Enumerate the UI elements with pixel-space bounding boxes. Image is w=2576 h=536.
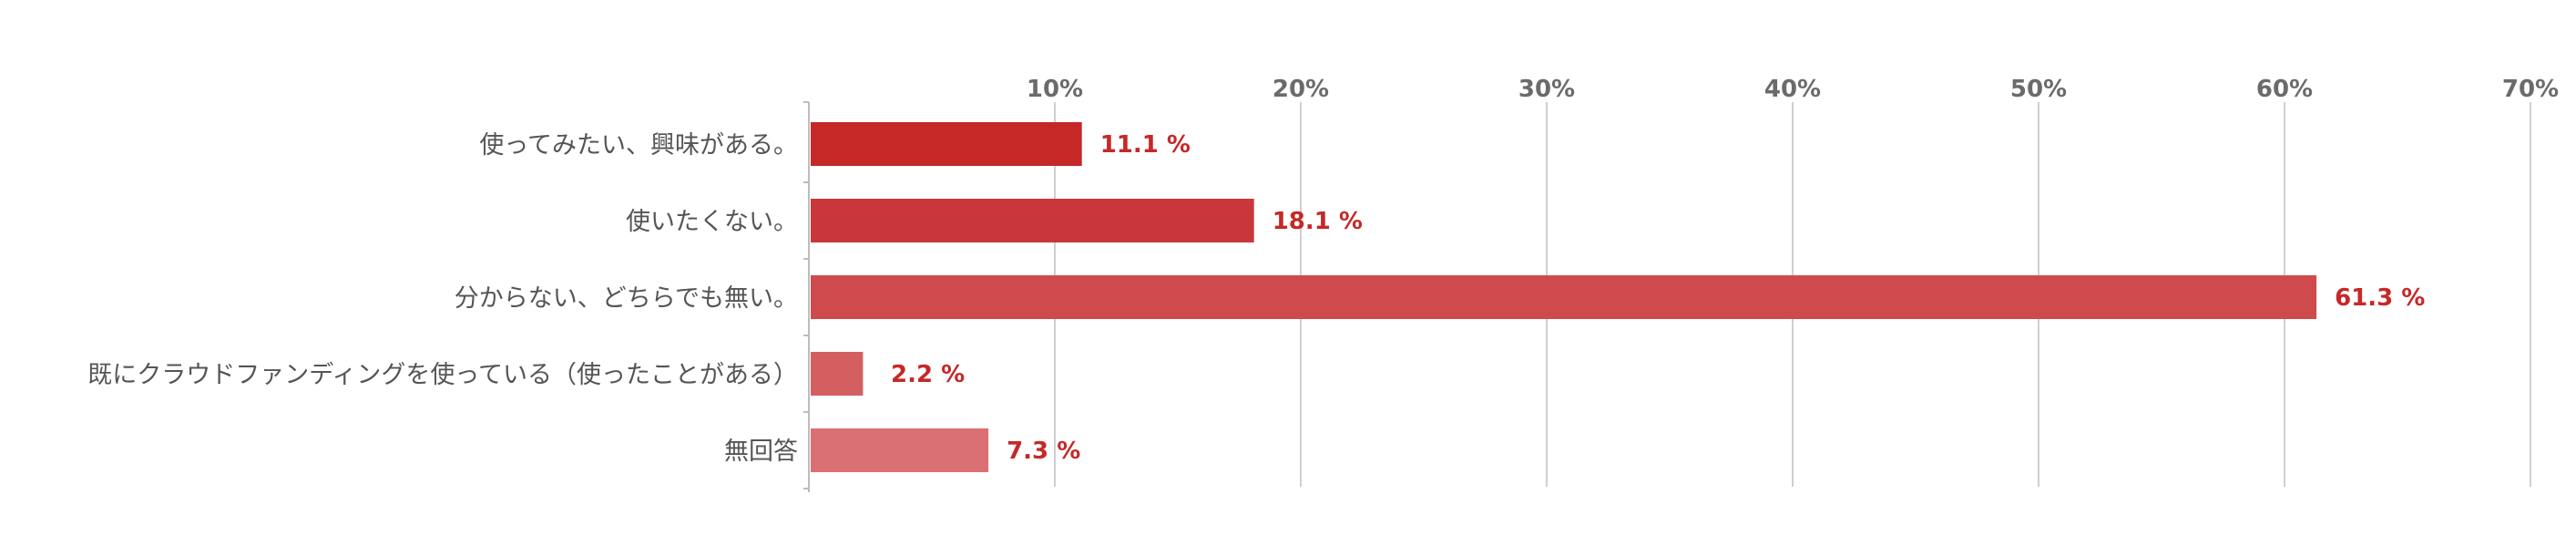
value-label: 18.1 % [1273, 208, 1363, 235]
category-label: 無回答 [724, 438, 798, 466]
category-label: 既にクラウドファンディングを使っている（使ったことがある） [87, 361, 798, 389]
value-labels: 11.1 % 18.1 % 61.3 % 2.2 % 7.3 % [891, 131, 2425, 465]
x-tick-label: 20% [1273, 76, 1329, 103]
category-label: 分からない、どちらでも無い。 [455, 284, 798, 313]
bar [811, 122, 1082, 166]
bar [811, 199, 1254, 242]
x-tick-label: 10% [1027, 76, 1083, 103]
x-tick-label: 60% [2256, 76, 2313, 103]
x-tick-label: 70% [2502, 76, 2559, 103]
bar [811, 428, 989, 472]
value-label: 11.1 % [1100, 131, 1191, 159]
category-label: 使いたくない。 [626, 208, 798, 236]
category-label: 使ってみたい、興味がある。 [479, 131, 798, 160]
x-tick-label: 30% [1518, 76, 1575, 103]
x-axis-ticks: 10% 20% 30% 40% 50% 60% 70% [1027, 76, 2559, 103]
value-label: 7.3 % [1007, 438, 1080, 465]
category-labels: 使ってみたい、興味がある。使いたくない。分からない、どちらでも無い。既にクラウド… [87, 131, 798, 466]
bar [811, 275, 2317, 319]
bar [811, 352, 864, 396]
bars [811, 122, 2317, 472]
value-label: 2.2 % [891, 361, 965, 388]
x-tick-label: 50% [2010, 76, 2067, 103]
x-tick-label: 40% [1764, 76, 1821, 103]
value-label: 61.3 % [2335, 284, 2425, 312]
